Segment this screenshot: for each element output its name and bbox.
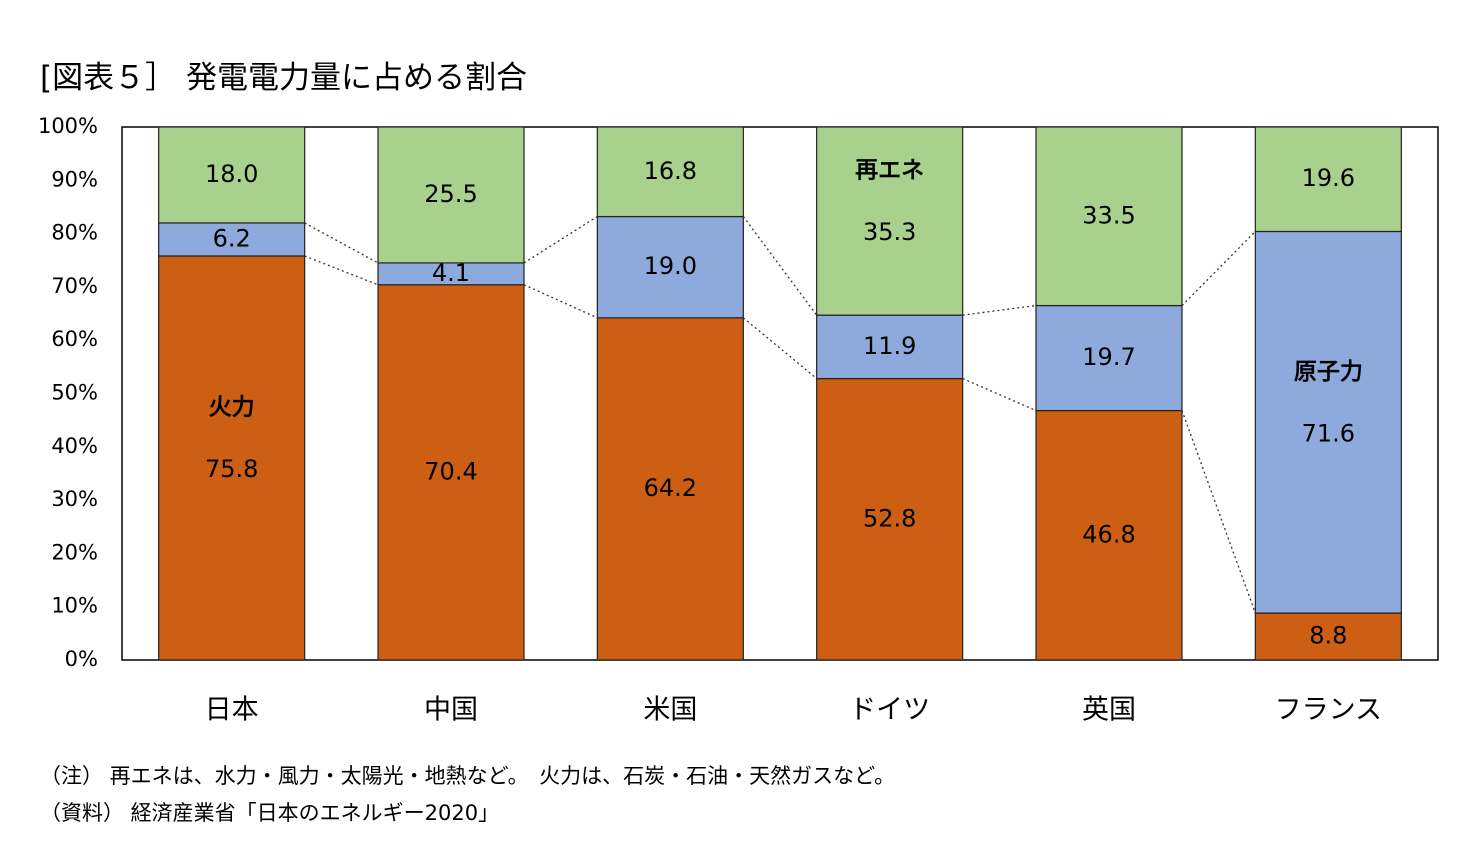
data-label: 71.6 (1302, 419, 1355, 447)
data-label: 4.1 (432, 259, 470, 287)
y-tick-label: 30% (51, 487, 98, 511)
y-tick-label: 90% (51, 167, 98, 191)
value-labels: 火力 75.8 6.2 18.0 70.4 4.1 25.5 64.2 19.0 16.8 52.8… (205, 157, 1363, 650)
bar-segment (596, 317, 744, 661)
x-tick-label: ドイツ (849, 695, 930, 726)
data-label: 52.8 (863, 504, 916, 532)
data-label: 75.8 (205, 455, 258, 483)
y-tick-label: 10% (51, 594, 98, 618)
bar-segment (1035, 126, 1183, 307)
footnote-source: （資料） 経済産業省「日本のエネルギー2020」 (40, 801, 500, 825)
data-label: 11.9 (863, 332, 916, 360)
x-tick-label: 英国 (1082, 695, 1136, 726)
series-line (304, 255, 379, 286)
y-tick-label: 20% (51, 540, 98, 564)
x-axis: 日本 中国 米国 ドイツ 英国 フランス (205, 695, 1382, 726)
chart-title: [図表５］ 発電電力量に占める割合 (40, 60, 527, 96)
series-line (1181, 410, 1256, 614)
bar-segment (596, 126, 744, 218)
data-label: 18.0 (205, 160, 258, 188)
x-tick-label: 米国 (643, 695, 697, 726)
series-line (962, 377, 1037, 412)
bar-segment (816, 126, 964, 316)
series-name-label: 火力 (209, 394, 255, 420)
data-label: 64.2 (644, 474, 697, 502)
data-label: 8.8 (1309, 622, 1347, 650)
bar-segment (816, 377, 964, 661)
y-tick-label: 100% (38, 114, 98, 138)
series-name-label: 再エネ (855, 158, 924, 184)
series-lines (304, 215, 1256, 614)
data-label: 33.5 (1082, 201, 1135, 229)
bar-segment (816, 314, 964, 380)
y-tick-label: 80% (51, 221, 98, 245)
bar-segment (1254, 230, 1402, 614)
series-line (523, 284, 598, 319)
data-label: 35.3 (863, 218, 916, 246)
y-tick-label: 70% (51, 274, 98, 298)
y-tick-label: 40% (51, 434, 98, 458)
y-tick-label: 0% (65, 647, 98, 671)
data-label: 19.0 (644, 252, 697, 280)
y-axis: 0% 10% 20% 30% 40% 50% 60% 70% 80% 90% 100% (38, 114, 98, 671)
x-tick-label: 中国 (424, 695, 478, 726)
bar-segment (377, 284, 525, 661)
bar-segment (158, 126, 306, 224)
x-tick-label: 日本 (205, 695, 259, 726)
plot-border (121, 126, 1439, 661)
series-line (962, 304, 1037, 316)
data-label: 6.2 (213, 224, 251, 252)
series-line (742, 216, 818, 316)
data-label: 19.6 (1302, 164, 1355, 192)
y-tick-label: 60% (51, 327, 98, 351)
data-label: 19.7 (1082, 343, 1135, 371)
series-line (742, 317, 818, 380)
bar-segment (158, 255, 306, 661)
data-label: 16.8 (644, 157, 697, 185)
series-line (523, 215, 598, 264)
bar-segment (377, 126, 525, 264)
bars (158, 126, 1402, 661)
y-tick-label: 50% (51, 381, 98, 405)
series-line (1181, 231, 1256, 307)
bar-segment (1035, 304, 1183, 412)
data-label: 46.8 (1082, 520, 1135, 548)
bar-segment (1254, 612, 1402, 661)
footnote-note: （注） 再エネは、水力・風力・太陽光・地熱など。 火力は、石炭・石油・天然ガスな… (40, 764, 896, 788)
bar-segment (1254, 126, 1402, 233)
bar-segment (1035, 409, 1183, 661)
bar-segment (596, 215, 744, 319)
series-name-label: 原子力 (1294, 359, 1363, 385)
data-label: 70.4 (424, 457, 477, 485)
series-line (304, 222, 379, 264)
data-label: 25.5 (424, 180, 477, 208)
x-tick-label: フランス (1275, 695, 1382, 726)
plot-area (121, 126, 1439, 661)
